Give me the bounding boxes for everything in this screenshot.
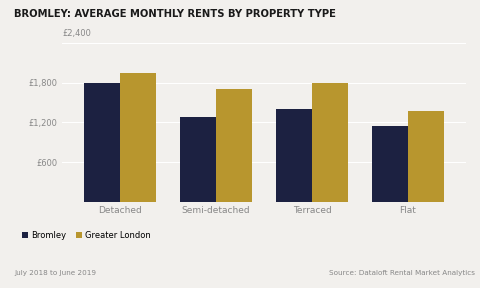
Bar bbox=[312, 83, 348, 202]
Bar bbox=[180, 117, 216, 202]
Bar bbox=[372, 126, 408, 202]
Bar bbox=[408, 111, 444, 202]
Text: July 2018 to June 2019: July 2018 to June 2019 bbox=[14, 270, 96, 276]
Bar bbox=[216, 89, 252, 202]
Bar bbox=[120, 73, 156, 202]
Bar bbox=[84, 83, 120, 202]
Legend: Bromley, Greater London: Bromley, Greater London bbox=[19, 228, 155, 244]
Bar bbox=[276, 109, 312, 202]
Text: BROMLEY: AVERAGE MONTHLY RENTS BY PROPERTY TYPE: BROMLEY: AVERAGE MONTHLY RENTS BY PROPER… bbox=[14, 9, 336, 19]
Text: Source: Dataloft Rental Market Analytics: Source: Dataloft Rental Market Analytics bbox=[329, 270, 475, 276]
Text: £2,400: £2,400 bbox=[62, 29, 91, 38]
